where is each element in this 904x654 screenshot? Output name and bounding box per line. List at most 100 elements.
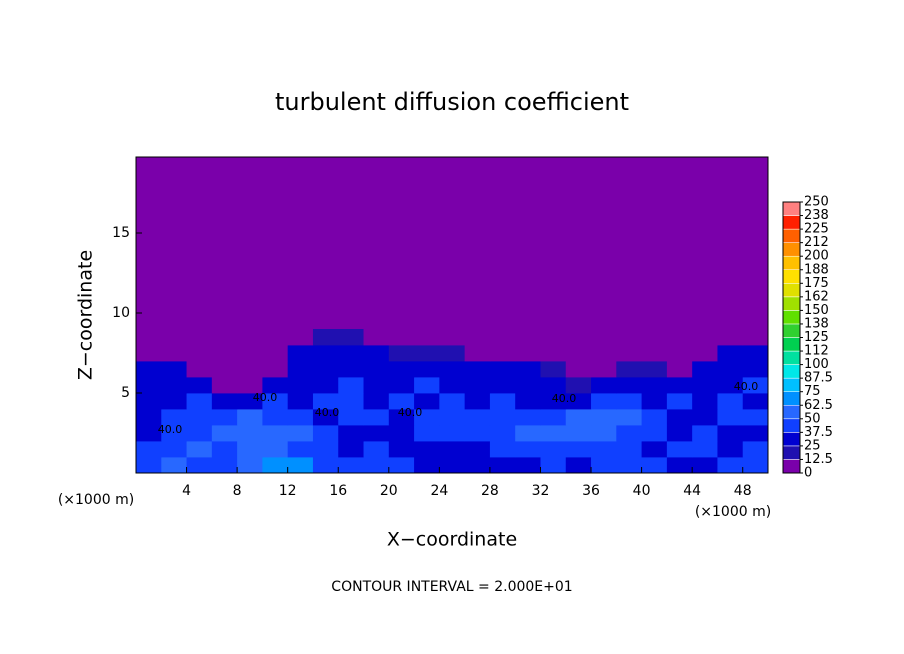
plot-frame [135, 156, 769, 474]
heat-cell [489, 441, 516, 458]
heat-cell [312, 377, 339, 394]
x-tick-label: 4 [182, 483, 191, 499]
heat-cell [591, 377, 617, 394]
heat-cell [161, 345, 187, 362]
heat-cell [414, 393, 440, 410]
heat-cell [540, 361, 567, 378]
heat-cell [186, 345, 213, 362]
heat-cell [717, 329, 744, 346]
heat-cell [489, 345, 516, 362]
heat-cell [489, 393, 516, 410]
heat-cell [464, 377, 491, 394]
heat-cell [666, 441, 693, 458]
heat-cell [287, 393, 314, 410]
heat-cell [489, 457, 516, 474]
heat-cell [439, 377, 466, 394]
heat-cell [186, 393, 213, 410]
heat-cell [211, 345, 238, 362]
colorbar-label: 75 [804, 384, 821, 399]
heat-cell [464, 441, 491, 458]
heat-cell [161, 393, 187, 410]
heat-cell [136, 393, 162, 410]
heat-cell [388, 393, 415, 410]
heat-cell [363, 345, 390, 362]
colorbar-swatch [782, 269, 801, 284]
heat-cell [641, 457, 668, 474]
heat-cell [186, 441, 213, 458]
heat-cell [540, 409, 567, 426]
heat-cell [439, 393, 466, 410]
heat-cell [338, 361, 364, 378]
heat-cell [439, 345, 466, 362]
heat-cell [616, 441, 642, 458]
heat-cell [641, 409, 668, 426]
heat-cell [717, 361, 744, 378]
heat-cell [515, 425, 541, 442]
heat-cell [388, 425, 415, 442]
heat-cell [742, 393, 769, 410]
heat-cell [692, 361, 718, 378]
heat-cell [211, 393, 238, 410]
heat-cell [666, 345, 693, 362]
heat-cell [262, 457, 289, 474]
heat-cell [641, 329, 668, 346]
heat-cell [540, 345, 567, 362]
heat-cell [717, 409, 744, 426]
heat-cell [616, 345, 642, 362]
heat-cell [616, 329, 642, 346]
heat-cell [489, 329, 516, 346]
heat-cell [287, 425, 314, 442]
x-tick-label: 32 [532, 483, 550, 499]
y-tick-label: 5 [121, 385, 130, 401]
heat-cell [565, 329, 592, 346]
heat-cell [161, 425, 187, 442]
heat-cell [414, 361, 440, 378]
colorbar-swatch [782, 242, 801, 257]
contour-label: 40.0 [315, 406, 340, 419]
heat-cell [515, 377, 541, 394]
heat-cell [641, 377, 668, 394]
heat-cell [312, 345, 339, 362]
heat-cell [136, 441, 162, 458]
heat-cell [591, 393, 617, 410]
heat-cell [565, 361, 592, 378]
heat-cell [489, 409, 516, 426]
heat-cell [666, 393, 693, 410]
heat-cell [489, 361, 516, 378]
colorbar-label: 87.5 [804, 371, 833, 386]
x-tick-label: 44 [683, 483, 701, 499]
colorbar-swatch [782, 432, 801, 447]
heat-cell [616, 361, 642, 378]
heat-cell [312, 425, 339, 442]
heat-cell [388, 441, 415, 458]
heat-cell [489, 377, 516, 394]
heat-cell [211, 361, 238, 378]
colorbar-swatch [782, 201, 801, 216]
heat-cell [439, 425, 466, 442]
colorbar-swatch [782, 364, 801, 379]
heat-cell [692, 441, 718, 458]
colorbar-label: 200 [804, 249, 829, 264]
heat-cell [414, 457, 440, 474]
heat-cell [616, 457, 642, 474]
colorbar-label: 12.5 [804, 452, 833, 467]
heat-cell [363, 377, 390, 394]
colorbar-label: 250 [804, 195, 829, 210]
heat-cell [363, 409, 390, 426]
x-tick-label: 12 [279, 483, 297, 499]
colorbar-label: 50 [804, 411, 821, 426]
heat-cell [464, 425, 491, 442]
heat-cell [287, 409, 314, 426]
heat-cell [388, 409, 415, 426]
heat-cell [464, 345, 491, 362]
heat-cell [237, 457, 263, 474]
heat-cell [565, 345, 592, 362]
heat-cell [414, 425, 440, 442]
heat-cell [186, 377, 213, 394]
heat-cell [591, 329, 617, 346]
heat-cell [464, 457, 491, 474]
heat-cell [641, 345, 668, 362]
heat-cell [666, 425, 693, 442]
heat-cell [540, 457, 567, 474]
